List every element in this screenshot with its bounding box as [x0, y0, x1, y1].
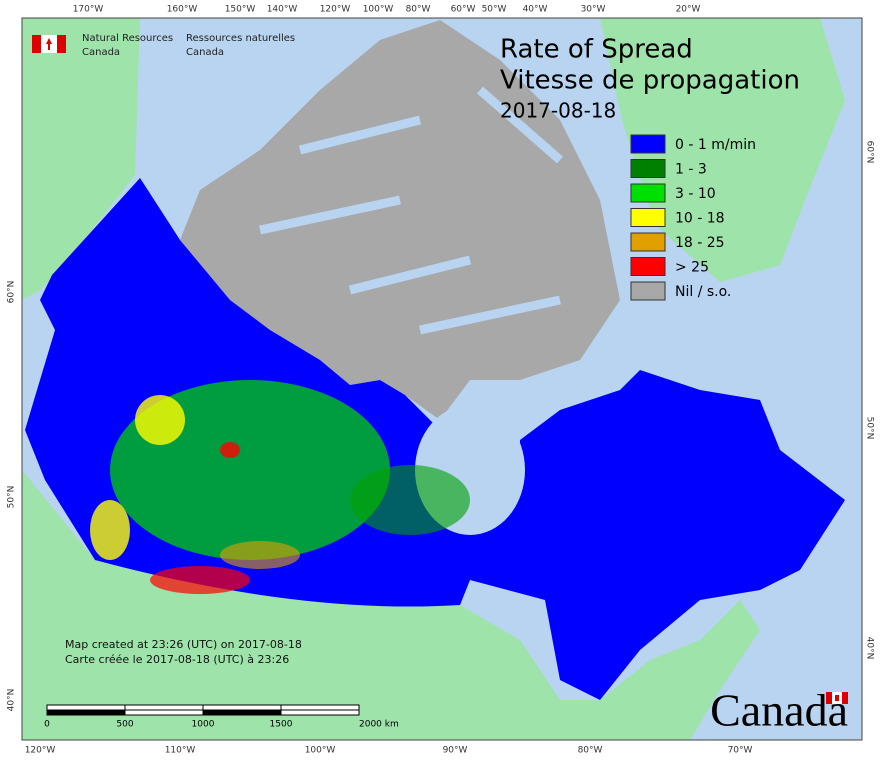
legend-swatch	[630, 232, 666, 252]
legend-swatch	[630, 208, 666, 227]
legend-swatch	[630, 159, 666, 178]
latitude-label: 60°N	[865, 141, 875, 164]
legend-swatch	[630, 281, 666, 301]
map-frame	[21, 17, 863, 741]
legend-label: > 25	[675, 260, 709, 276]
longitude-label: 80°W	[578, 746, 603, 756]
map-note: Carte créée le 2017-08-18 (UTC) à 23:26	[65, 653, 289, 666]
latitude-label: 60°N	[7, 281, 17, 304]
longitude-label: 70°W	[728, 746, 753, 756]
legend-label: 18 - 25	[675, 235, 725, 251]
scale-segment	[202, 709, 282, 716]
latitude-label: 40°N	[865, 637, 875, 660]
scale-segment	[46, 704, 126, 711]
scale-label: 500	[116, 720, 133, 730]
arctic-channels	[259, 86, 563, 335]
alaska-land	[22, 18, 140, 300]
fire-zone	[220, 541, 300, 569]
latitude-label: 50°N	[865, 417, 875, 440]
longitude-label: 120°W	[25, 746, 56, 756]
longitude-label: 170°W	[73, 5, 104, 15]
agency-fr: Ressources naturelles	[186, 33, 295, 44]
longitude-label: 40°W	[523, 5, 548, 15]
wordmark-flag	[826, 692, 848, 704]
scale-label: 0	[44, 720, 50, 730]
fire-zone	[220, 442, 240, 458]
longitude-label: 80°W	[406, 5, 431, 15]
scale-segment	[280, 709, 360, 716]
usa-land	[22, 470, 760, 740]
fire-zone	[150, 566, 250, 594]
date: 2017-08-18	[500, 99, 616, 123]
scale-segment	[202, 704, 282, 711]
legend-swatch	[630, 134, 666, 154]
agency-en: Canada	[82, 47, 120, 58]
fire-zone	[90, 500, 130, 560]
latitude-label: 50°N	[7, 486, 17, 509]
longitude-label: 30°W	[581, 5, 606, 15]
scale-label: 1000	[192, 720, 215, 730]
longitude-label: 140°W	[267, 5, 298, 15]
scale-segment	[280, 704, 360, 711]
legend-label: 0 - 1 m/min	[675, 137, 756, 153]
longitude-label: 100°W	[305, 746, 336, 756]
longitude-label: 90°W	[443, 746, 468, 756]
longitude-label: 50°W	[482, 5, 507, 15]
legend-label: Nil / s.o.	[675, 284, 731, 300]
longitude-label: 60°W	[451, 5, 476, 15]
fire-zone	[135, 395, 185, 445]
legend-swatch	[630, 257, 666, 276]
map-note: Map created at 23:26 (UTC) on 2017-08-18	[65, 638, 302, 651]
legend-label: 1 - 3	[675, 162, 707, 178]
longitude-label: 120°W	[320, 5, 351, 15]
title: Rate of Spread	[500, 35, 693, 65]
wordmark: Canada	[710, 685, 848, 736]
scale-segment	[46, 709, 126, 716]
longitude-label: 100°W	[363, 5, 394, 15]
scale-label: 2000 km	[359, 720, 399, 730]
longitude-label: 20°W	[676, 5, 701, 15]
subtitle: Vitesse de propagation	[500, 66, 800, 96]
agency-en: Natural Resources	[82, 33, 173, 44]
fire-zone	[350, 465, 470, 535]
legend-label: 10 - 18	[675, 211, 725, 227]
legend-swatch	[630, 183, 666, 203]
agency-fr: Canada	[186, 47, 224, 58]
scale-segment	[124, 709, 204, 716]
scale-segment	[124, 704, 204, 711]
flag	[32, 35, 66, 53]
scale-label: 1500	[270, 720, 293, 730]
longitude-label: 110°W	[165, 746, 196, 756]
longitude-label: 160°W	[167, 5, 198, 15]
latitude-label: 40°N	[7, 689, 17, 712]
legend-label: 3 - 10	[675, 186, 716, 202]
longitude-label: 150°W	[225, 5, 256, 15]
